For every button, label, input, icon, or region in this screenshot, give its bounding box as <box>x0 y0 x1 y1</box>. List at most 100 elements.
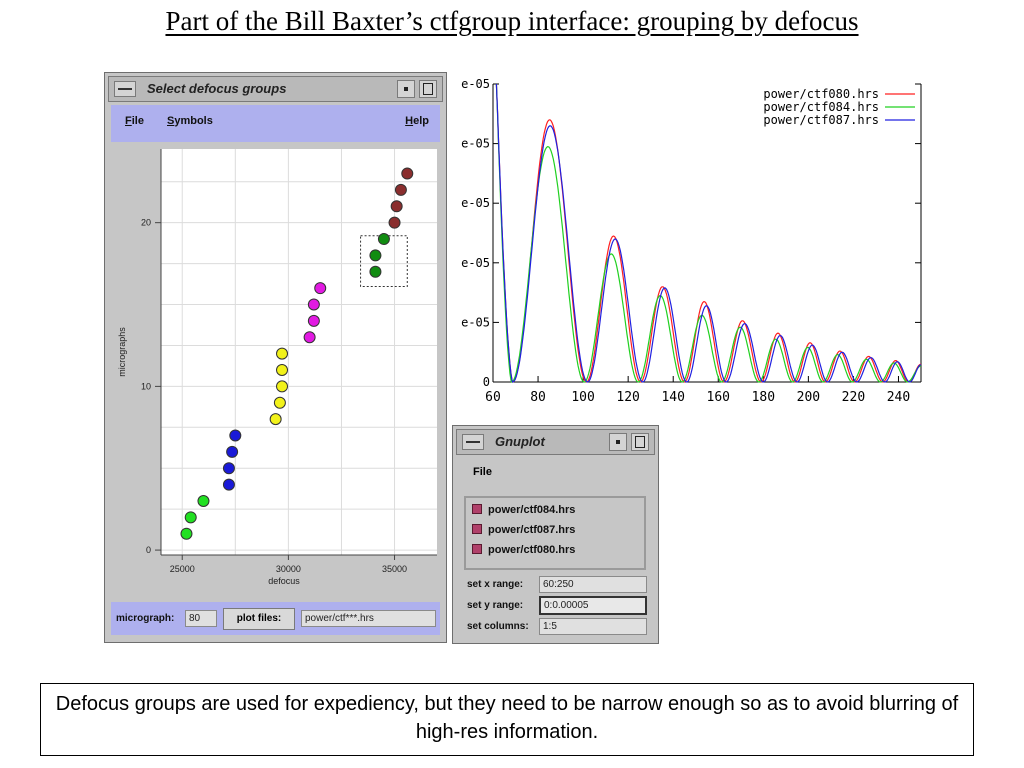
menu-symbols[interactable]: Symbols <box>167 115 213 127</box>
y-tick-label: 0 <box>483 375 490 389</box>
y-axis-label: micrographs <box>117 327 127 377</box>
gnuplot-menu-file[interactable]: File <box>473 466 492 478</box>
gnuplot-maximize-icon[interactable] <box>631 433 649 451</box>
menubar: File Symbols Help <box>111 105 440 142</box>
x-tick-label: 240 <box>887 390 910 405</box>
plot-files-button[interactable]: plot files: <box>223 608 295 630</box>
data-point[interactable] <box>276 347 289 360</box>
data-point[interactable] <box>222 478 235 491</box>
window-menu-icon[interactable] <box>114 81 136 97</box>
defocus-scatter-chart[interactable]: 25000 30000 35000 0 10 20 defocus micrographs <box>111 143 441 602</box>
minimize-icon[interactable] <box>397 80 415 98</box>
y-range-field[interactable]: 0:0.00005 <box>539 596 647 615</box>
gnuplot-menubar: File <box>456 458 655 488</box>
window-title: Select defocus groups <box>147 81 287 96</box>
data-point[interactable] <box>390 200 403 213</box>
x-tick-label: 80 <box>530 390 546 405</box>
data-point[interactable] <box>180 527 193 540</box>
file-item-2[interactable]: power/ctf087.hrs <box>472 524 575 540</box>
file-checkbox-icon[interactable] <box>472 504 482 515</box>
data-point[interactable] <box>307 298 320 311</box>
legend-label: power/ctf087.hrs <box>763 113 879 127</box>
x-tick-label: 25000 <box>170 564 195 574</box>
x-range-field[interactable]: 60:250 <box>539 576 647 593</box>
gnuplot-window-title: Gnuplot <box>495 434 545 449</box>
x-tick-label: 35000 <box>382 564 407 574</box>
file-item-3[interactable]: power/ctf080.hrs <box>472 544 575 560</box>
file-item-label: power/ctf080.hrs <box>488 544 576 556</box>
data-point[interactable] <box>303 331 316 344</box>
data-point[interactable] <box>269 413 282 426</box>
file-pattern-field[interactable]: power/ctf***.hrs <box>301 610 436 627</box>
y-tick-label: 20 <box>141 218 151 228</box>
y-range-label: set y range: <box>467 600 524 611</box>
micrograph-field[interactable]: 80 <box>185 610 217 627</box>
power-spectrum-plot: 0 e-05 e-05 e-05 e-05 e-05 60 80 100 120 140 160 180… <box>451 72 926 408</box>
x-axis-label: defocus <box>268 576 300 586</box>
data-point[interactable] <box>226 445 239 458</box>
x-tick-label: 200 <box>797 390 820 405</box>
y-tick-label: e-05 <box>461 137 490 151</box>
slide-caption: Defocus groups are used for expediency, … <box>40 683 974 756</box>
data-point[interactable] <box>197 494 210 507</box>
window-titlebar[interactable]: Select defocus groups <box>108 76 443 102</box>
y-tick-label: e-05 <box>461 77 490 91</box>
selection-box <box>360 235 408 288</box>
data-point[interactable] <box>184 511 197 524</box>
gnuplot-window-menu-icon[interactable] <box>462 434 484 450</box>
slide-title: Part of the Bill Baxter’s ctfgroup inter… <box>165 6 859 36</box>
data-point[interactable] <box>222 462 235 475</box>
y-tick-label: e-05 <box>461 256 490 270</box>
x-tick-label: 160 <box>707 390 730 405</box>
file-item-label: power/ctf087.hrs <box>488 524 576 536</box>
gnuplot-minimize-icon[interactable] <box>609 433 627 451</box>
data-point[interactable] <box>314 282 327 295</box>
menu-file[interactable]: File <box>125 115 144 127</box>
data-point[interactable] <box>307 314 320 327</box>
data-point[interactable] <box>377 233 390 246</box>
x-tick-label: 30000 <box>276 564 301 574</box>
x-range-label: set x range: <box>467 579 524 590</box>
gnuplot-titlebar[interactable]: Gnuplot <box>456 429 655 455</box>
x-tick-label: 140 <box>661 390 684 405</box>
series-line <box>495 83 922 383</box>
x-tick-label: 120 <box>616 390 639 405</box>
gnuplot-window: Gnuplot File power/ctf084.hrs power/ctf0… <box>452 425 659 644</box>
y-tick-label: 10 <box>141 381 151 391</box>
menu-help[interactable]: Help <box>405 115 429 127</box>
y-tick-label: e-05 <box>461 196 490 210</box>
defocus-scatter-plot-area[interactable]: 25000 30000 35000 0 10 20 defocus micrographs <box>111 143 441 602</box>
plot-background <box>161 149 437 555</box>
series-line <box>495 83 922 383</box>
x-tick-label: 100 <box>571 390 594 405</box>
file-checkbox-icon[interactable] <box>472 524 482 535</box>
file-item-1[interactable]: power/ctf084.hrs <box>472 504 575 520</box>
data-point[interactable] <box>401 167 414 180</box>
columns-label: set columns: <box>467 621 529 632</box>
maximize-icon[interactable] <box>419 80 437 98</box>
y-tick-label: 0 <box>146 545 151 555</box>
power-spectrum-chart: 0 e-05 e-05 e-05 e-05 e-05 60 80 100 120 140 160 180… <box>461 77 922 405</box>
status-bar: micrograph: 80 plot files: power/ctf***.… <box>111 602 440 635</box>
x-tick-label: 180 <box>752 390 775 405</box>
legend-label: power/ctf080.hrs <box>763 87 879 101</box>
file-item-label: power/ctf084.hrs <box>488 504 576 516</box>
data-point[interactable] <box>388 216 401 229</box>
defocus-groups-window: Select defocus groups File Symbols Help … <box>104 72 447 643</box>
data-point[interactable] <box>369 265 382 278</box>
data-point[interactable] <box>229 429 242 442</box>
legend-label: power/ctf084.hrs <box>763 100 879 114</box>
data-point[interactable] <box>394 183 407 196</box>
x-tick-label: 220 <box>842 390 865 405</box>
x-tick-label: 60 <box>485 390 501 405</box>
data-point[interactable] <box>273 396 286 409</box>
data-point[interactable] <box>369 249 382 262</box>
data-point[interactable] <box>276 364 289 377</box>
file-checkbox-icon[interactable] <box>472 544 482 555</box>
data-point[interactable] <box>276 380 289 393</box>
file-list: power/ctf084.hrs power/ctf087.hrs power/… <box>464 496 646 570</box>
series-line <box>495 83 922 383</box>
micrograph-label: micrograph: <box>116 613 175 624</box>
y-tick-label: e-05 <box>461 315 490 329</box>
columns-field[interactable]: 1:5 <box>539 618 647 635</box>
